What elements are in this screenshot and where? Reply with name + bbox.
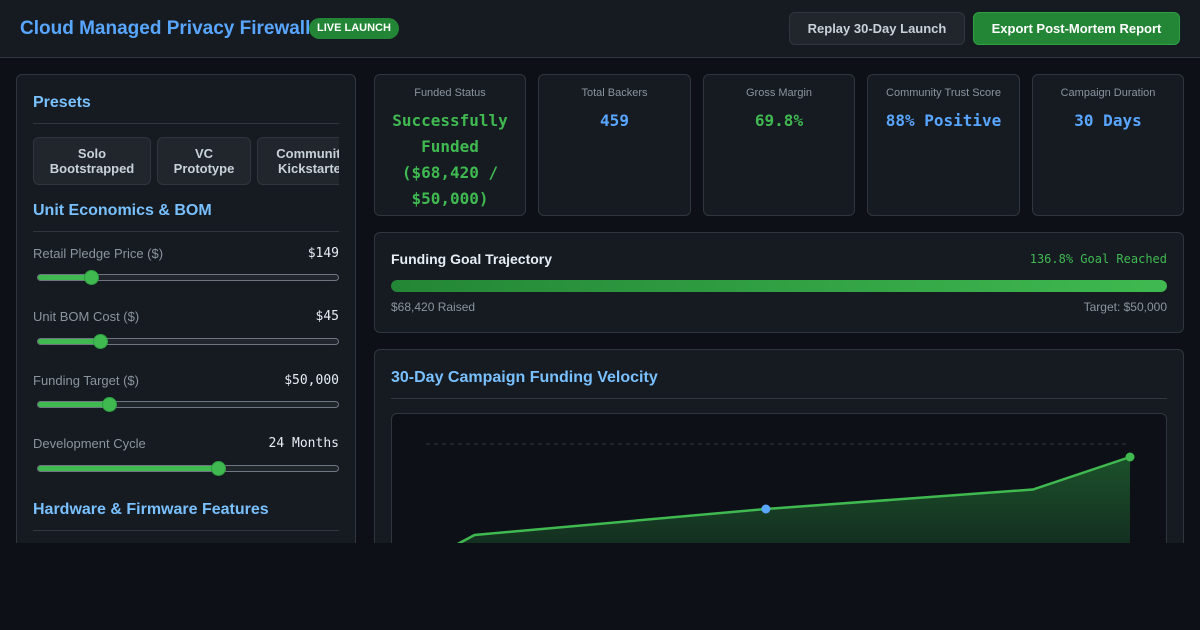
unit-economics-title: Unit Economics & BOM [33,202,212,219]
goal-target-text: Target: $50,000 [1083,300,1167,314]
development-cycle-label: Development Cycle [33,436,146,451]
retail-price-value: $149 [307,246,339,261]
slider-fill [38,466,218,471]
bom-cost-value: $45 [315,309,339,324]
goal-raised-text: $68,420 Raised [391,300,476,314]
stat-value: 69.8% [754,111,804,130]
preset-label: Prototype [173,161,235,176]
retail-price-slider-thumb[interactable] [84,270,100,285]
stat-label: Community Trust Score [886,87,1001,99]
slider-fill [38,275,92,280]
slider-fill [38,339,101,344]
bom-cost-slider-thumb[interactable] [93,334,109,349]
retail-price-label: Retail Pledge Price ($) [33,246,164,261]
stat-value: 88% Positive [885,111,1002,130]
presets-divider [33,123,339,124]
funding-target-slider-thumb[interactable] [102,397,118,412]
velocity-point [1125,452,1135,462]
replay-launch-button[interactable]: Replay 30-Day Launch [789,12,965,45]
stat-card-community-trust: Community Trust Score 88% Positive [867,74,1020,216]
preset-solo-bootstrapped[interactable]: Solo Bootstrapped [33,137,151,185]
development-cycle-slider-thumb[interactable] [211,461,227,476]
preset-community-kickstarter[interactable]: Community Kickstarter [257,137,339,185]
bottom-backdrop [0,543,1200,630]
preset-label: Solo [77,146,107,161]
live-launch-badge: LIVE LAUNCH [309,18,399,39]
bom-cost-label: Unit BOM Cost ($) [33,309,140,324]
development-cycle-value: 24 Months [268,436,339,451]
stat-label: Campaign Duration [1060,87,1156,99]
bom-cost-slider[interactable] [37,338,339,345]
preset-label: Community [276,146,339,161]
preset-list: Solo Bootstrapped VC Prototype Community… [33,137,339,185]
retail-price-slider[interactable] [37,274,339,281]
goal-title: Funding Goal Trajectory [391,251,553,267]
development-cycle-slider[interactable] [37,465,339,472]
stat-card-gross-margin: Gross Margin 69.8% [703,74,855,216]
top-bar: Cloud Managed Privacy Firewall LIVE LAUN… [0,0,1200,58]
velocity-title: 30-Day Campaign Funding Velocity [391,369,658,386]
stat-card-total-backers: Total Backers 459 [538,74,691,216]
export-report-button[interactable]: Export Post-Mortem Report [973,12,1180,45]
funding-target-slider[interactable] [37,401,339,408]
velocity-point [761,504,771,514]
configuration-panel: Presets Solo Bootstrapped VC Prototype C… [16,74,356,594]
hardware-features-divider [33,530,339,531]
hardware-features-title: Hardware & Firmware Features [33,501,269,518]
goal-reached-text: 136.8% Goal Reached [1029,252,1167,266]
stat-label: Total Backers [581,87,648,99]
stat-value: Successfully Funded ($68,420 / $50,000) [392,111,508,208]
slider-fill [38,402,110,407]
preset-label: Kickstarter [278,161,339,176]
velocity-divider [391,398,1167,399]
stat-value: 459 [600,111,629,130]
stat-value: 30 Days [1074,111,1142,130]
stat-card-campaign-duration: Campaign Duration 30 Days [1032,74,1184,216]
funding-target-value: $50,000 [284,373,339,388]
goal-progress-bar [391,280,1167,292]
stat-label: Gross Margin [745,87,813,99]
preset-label: Bootstrapped [49,161,135,176]
stat-card-funded-status: Funded Status Successfully Funded ($68,4… [374,74,526,216]
stat-label: Funded Status [414,87,486,99]
preset-label: VC [194,146,214,161]
presets-title: Presets [33,94,91,111]
app-title: Cloud Managed Privacy Firewall [20,18,311,39]
unit-economics-divider [33,231,339,232]
funding-goal-card: Funding Goal Trajectory 136.8% Goal Reac… [374,232,1184,333]
funding-target-label: Funding Target ($) [33,373,139,388]
preset-vc-prototype[interactable]: VC Prototype [157,137,251,185]
goal-progress-fill [391,280,1167,292]
